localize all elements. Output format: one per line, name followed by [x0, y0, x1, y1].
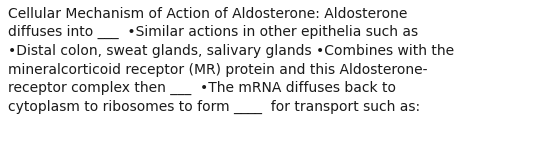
Text: Cellular Mechanism of Action of Aldosterone: Aldosterone
diffuses into ___  •Sim: Cellular Mechanism of Action of Aldoster…: [8, 7, 455, 114]
